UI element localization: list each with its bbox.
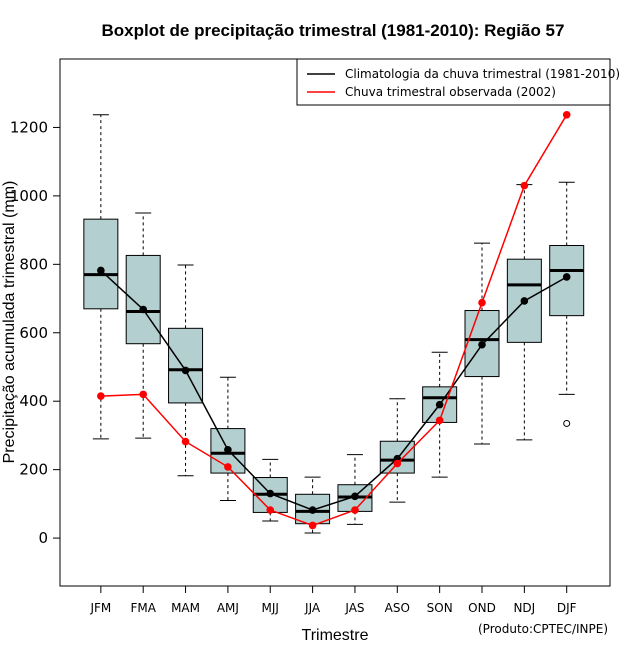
- x-tick-label: JFM: [89, 601, 111, 615]
- series-point: [435, 416, 444, 425]
- series-point: [351, 492, 359, 501]
- x-tick-label: MJJ: [262, 601, 279, 615]
- series-point: [562, 110, 571, 119]
- x-tick-label: JJA: [304, 601, 321, 615]
- x-tick-label: AMJ: [217, 601, 239, 615]
- series-point: [520, 297, 529, 305]
- series-point: [478, 340, 486, 349]
- boxes-group: [83, 114, 585, 534]
- observed-series: [97, 110, 571, 530]
- x-axis: JFM FMA MAM AMJ MJJ JJA JAS ASO SON OND NDJ DJF: [89, 585, 577, 615]
- series-point: [351, 506, 359, 514]
- x-tick-label: DJF: [557, 601, 577, 615]
- y-tick-label: 800: [19, 255, 48, 273]
- series-point: [266, 489, 275, 498]
- legend-entry: Climatologia da chuva trimestral (1981-2…: [345, 67, 620, 81]
- x-tick-label: ASO: [385, 601, 410, 615]
- series-point: [562, 273, 571, 281]
- box-ond: [464, 242, 500, 445]
- series-lines-group: [97, 110, 571, 530]
- series-point: [181, 437, 190, 446]
- series-point: [224, 446, 232, 454]
- x-tick-label: OND: [468, 601, 496, 615]
- box-ndj: [506, 184, 542, 441]
- box-iqr: [125, 254, 161, 345]
- y-tick-label: 600: [19, 324, 48, 342]
- legend-box: [296, 58, 611, 106]
- box-son: [422, 351, 458, 478]
- box-iqr: [83, 218, 119, 310]
- y-tick-label: 1000: [10, 187, 48, 205]
- series-point: [478, 298, 486, 307]
- y-tick-label: 0: [38, 529, 48, 547]
- series-point: [308, 521, 317, 530]
- series-point: [97, 392, 105, 400]
- series-line: [100, 114, 568, 527]
- series-point: [520, 181, 529, 190]
- series-point: [266, 506, 275, 514]
- box-djf: [549, 181, 585, 395]
- y-tick-label: 1200: [10, 118, 48, 136]
- series-point: [139, 305, 148, 314]
- box-jfm: [83, 114, 119, 440]
- outlier-point: [563, 419, 571, 427]
- x-axis-label: Trimestre: [302, 627, 369, 644]
- legend: Climatologia da chuva trimestral (1981-2…: [296, 58, 620, 106]
- series-point: [224, 463, 232, 471]
- x-tick-label: NDJ: [513, 601, 535, 615]
- series-point: [181, 366, 190, 375]
- x-tick-label: MAM: [171, 601, 200, 615]
- box-amj: [210, 376, 246, 501]
- y-axis-label: Precipitação acumulada trimestral (mm): [1, 181, 18, 464]
- product-credit-note: (Produto:CPTEC/INPE): [478, 622, 608, 636]
- x-tick-label: JAS: [344, 601, 364, 615]
- y-axis: 0 200 400 600 800 1000 1200: [10, 118, 61, 547]
- chart-title: Boxplot de precipitação trimestral (1981…: [102, 21, 565, 40]
- series-point: [435, 400, 444, 409]
- x-tick-label: SON: [427, 601, 453, 615]
- series-point: [139, 390, 148, 399]
- series-point: [97, 266, 105, 275]
- climatology-series: [97, 266, 571, 514]
- y-tick-label: 200: [19, 461, 48, 479]
- y-tick-label: 400: [19, 392, 48, 410]
- series-point: [308, 506, 317, 514]
- x-tick-label: FMA: [130, 601, 156, 615]
- legend-entry: Chuva trimestral observada (2002): [345, 85, 556, 99]
- series-point: [393, 459, 402, 468]
- series-line: [100, 269, 568, 511]
